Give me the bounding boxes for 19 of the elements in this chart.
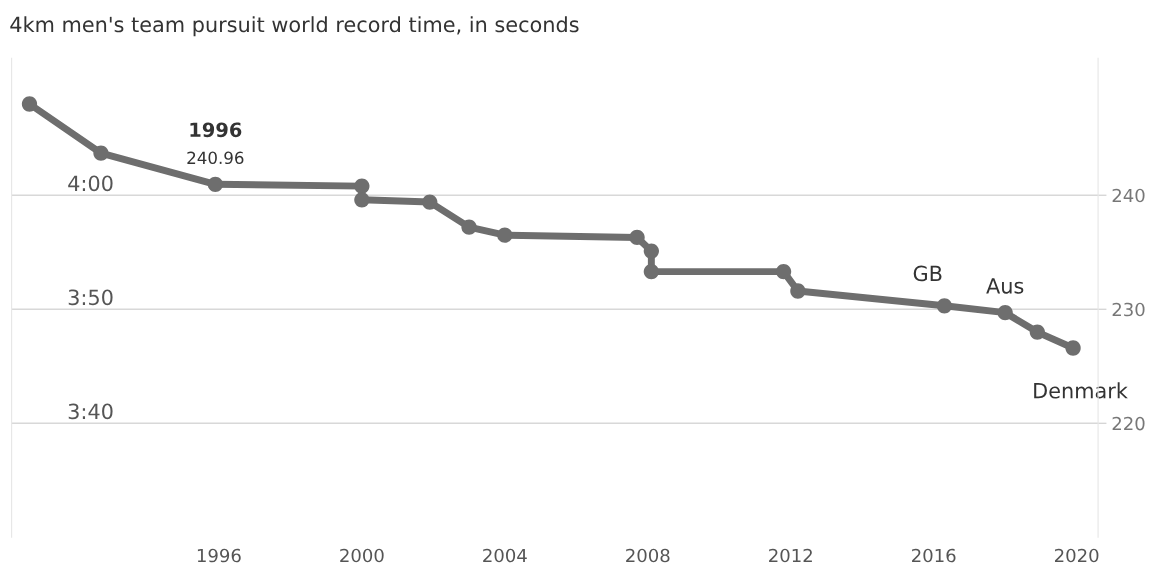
y2-tick-label: 230 — [1112, 302, 1145, 317]
y2-tick-label: 240 — [1112, 188, 1145, 203]
x-tick-label: 2008 — [626, 548, 670, 563]
x-tick-label: 2020 — [1054, 548, 1099, 563]
annotation: 240.96 — [187, 151, 244, 165]
x-tick-label: 2016 — [912, 548, 956, 563]
x-tick-label: 2000 — [340, 548, 384, 563]
chart-title: 4km men's team pursuit world record time, in seconds — [10, 16, 579, 37]
y-tick-label: 3:50 — [68, 289, 113, 306]
x-tick-label: 2012 — [769, 548, 812, 563]
y2-tick-label: 220 — [1112, 416, 1145, 431]
annotation: Aus — [986, 278, 1024, 294]
y-tick-label: 4:00 — [68, 175, 113, 192]
y-tick-label: 3:40 — [68, 403, 113, 420]
annotation: 1996 — [190, 122, 242, 138]
annotation: Denmark — [1034, 382, 1128, 399]
x-tick-label: 2004 — [483, 548, 527, 563]
annotation: GB — [913, 265, 942, 282]
x-tick-label: 1996 — [197, 548, 241, 563]
